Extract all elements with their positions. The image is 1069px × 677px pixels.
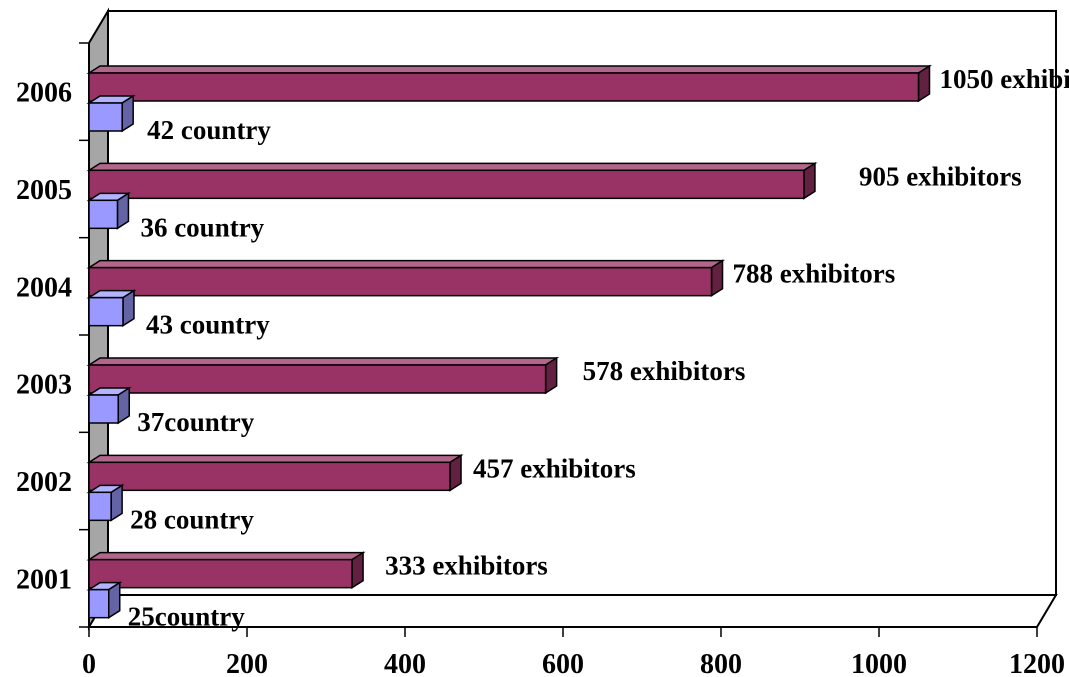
exhibitors-bar <box>86 356 560 395</box>
exhibitors-label: 457 exhibitors <box>473 453 636 483</box>
axes-group: 2001 2002 2003 2004 2005 2006 0 200 400 600 800 100… <box>16 42 1065 677</box>
y-tick-label: 2004 <box>16 272 72 303</box>
x-tick-label: 1000 <box>851 649 907 677</box>
x-tick-label: 200 <box>226 649 268 677</box>
back-wall <box>107 10 1057 596</box>
exhibitors-bar <box>86 259 726 298</box>
y-tick-label: 2005 <box>16 175 72 206</box>
y-tick-label: 2003 <box>16 370 72 401</box>
exhibitors-bar <box>86 161 818 200</box>
x-tick-label: 800 <box>700 649 742 677</box>
exhibitors-label: 578 exhibitors <box>583 356 746 386</box>
x-tick-label: 1200 <box>1009 649 1065 677</box>
labels-group: 333 exhibitors 25country 457 exhibitors 28 … <box>128 64 1069 632</box>
country-label: 28 country <box>130 504 254 534</box>
exhibitors-label: 333 exhibitors <box>385 551 548 581</box>
country-bar <box>86 581 123 620</box>
country-label: 25country <box>128 602 245 632</box>
country-bar <box>86 386 132 425</box>
country-bar <box>86 191 132 230</box>
y-tick-label: 2001 <box>16 564 72 595</box>
country-label: 43 country <box>146 310 270 340</box>
exhibitors-label: 788 exhibitors <box>733 259 896 289</box>
country-bar <box>86 94 136 133</box>
exhibitors-bar <box>86 453 464 492</box>
exhibitors-label: 1050 exhibitors <box>940 64 1069 94</box>
exhibitors-label: 905 exhibitors <box>859 161 1022 191</box>
country-label: 36 country <box>140 212 264 242</box>
exhibitors-bar <box>86 551 366 590</box>
exhibitors-bar <box>86 64 933 103</box>
y-tick-label: 2002 <box>16 467 72 498</box>
y-tick-label: 2006 <box>16 78 72 109</box>
x-tick-label: 0 <box>82 649 96 677</box>
country-label: 37country <box>137 407 254 437</box>
x-tick-label: 600 <box>542 649 584 677</box>
bars-group <box>86 64 933 620</box>
country-label: 42 country <box>147 115 271 145</box>
country-bar <box>86 483 125 522</box>
country-bar <box>86 289 137 328</box>
x-tick-label: 400 <box>384 649 426 677</box>
